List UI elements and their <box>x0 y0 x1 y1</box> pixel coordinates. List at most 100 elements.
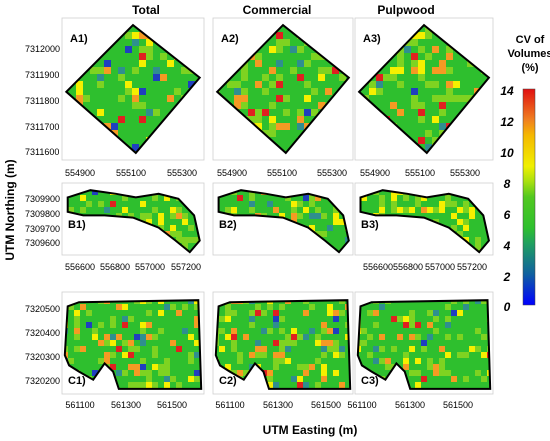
grid-cell <box>427 364 433 370</box>
grid-cell <box>463 352 469 358</box>
grid-cell <box>273 364 279 370</box>
grid-cell <box>432 137 439 144</box>
grid-cell <box>321 213 327 219</box>
grid-cell <box>283 39 290 46</box>
grid-cell <box>261 346 267 352</box>
grid-cell <box>262 88 269 95</box>
grid-cell <box>125 88 132 95</box>
grid-cell <box>285 358 291 364</box>
panel-label: B2) <box>219 219 237 231</box>
grid-cell <box>457 231 463 237</box>
grid-cell <box>132 39 139 46</box>
grid-cell <box>411 88 418 95</box>
grid-cell <box>376 74 383 81</box>
grid-cell <box>487 370 491 376</box>
grid-cell <box>433 364 439 370</box>
grid-cell <box>182 328 188 334</box>
grid-cell <box>74 328 80 334</box>
grid-cell <box>421 346 427 352</box>
grid-cell <box>446 46 453 53</box>
grid-cell <box>194 237 200 243</box>
grid-cell <box>303 300 309 304</box>
grid-cell <box>446 53 453 60</box>
grid-cell <box>311 88 318 95</box>
grid-cell <box>182 213 188 219</box>
grid-cell <box>439 109 446 116</box>
grid-cell <box>241 102 248 109</box>
grid-cell <box>481 376 487 382</box>
grid-cell <box>397 334 403 340</box>
colorbar-tick: 8 <box>504 177 511 191</box>
grid-cell <box>74 316 80 322</box>
grid-cell <box>104 60 111 67</box>
x-tick: 555300 <box>450 168 480 178</box>
grid-cell <box>146 39 153 46</box>
grid-cell <box>469 346 475 352</box>
grid-cell <box>397 316 403 322</box>
grid-cell <box>425 53 432 60</box>
grid-cell <box>403 364 409 370</box>
grid-cell <box>116 334 122 340</box>
grid-cell <box>379 201 385 207</box>
grid-cell <box>241 67 248 74</box>
grid-cell <box>122 195 128 201</box>
grid-cell <box>481 300 487 304</box>
grid-cell <box>104 334 110 340</box>
grid-cell <box>327 328 333 334</box>
grid-cell <box>439 358 445 364</box>
grid-cell <box>269 130 276 137</box>
grid-cell <box>255 81 262 88</box>
grid-cell <box>74 322 80 328</box>
grid-cell <box>446 88 453 95</box>
grid-cell <box>297 123 304 130</box>
grid-cell <box>152 346 158 352</box>
grid-cell <box>194 300 200 304</box>
grid-cell <box>231 334 237 340</box>
grid-cell <box>237 370 243 376</box>
grid-cell <box>164 376 170 382</box>
grid-cell <box>303 370 309 376</box>
grid-cell <box>453 95 460 102</box>
grid-cell <box>267 201 273 207</box>
grid-cell <box>421 340 427 346</box>
grid-cell <box>134 382 140 388</box>
grid-cell <box>132 32 139 39</box>
grid-cell <box>327 304 333 310</box>
x-tick: 555100 <box>116 168 146 178</box>
grid-cell <box>234 81 241 88</box>
grid-cell <box>140 358 146 364</box>
grid-cell <box>170 213 176 219</box>
grid-cell <box>146 370 152 376</box>
grid-cell <box>92 334 98 340</box>
grid-cell <box>68 304 74 310</box>
x-tick: 555100 <box>405 168 435 178</box>
colorbar-title-line-2: Volumes <box>507 48 550 60</box>
x-tick: 561300 <box>111 400 141 410</box>
grid-cell <box>122 322 128 328</box>
grid-cell <box>128 364 134 370</box>
grid-cell <box>445 316 451 322</box>
grid-cell <box>249 352 255 358</box>
grid-cell <box>315 340 321 346</box>
stand-boundary <box>217 189 350 254</box>
grid-cell <box>415 322 421 328</box>
grid-cell <box>333 207 339 213</box>
grid-cell <box>325 67 332 74</box>
grid-cell <box>110 364 116 370</box>
grid-cell <box>158 364 164 370</box>
grid-cell <box>453 81 460 88</box>
grid-cell <box>248 109 255 116</box>
grid-cell <box>176 231 182 237</box>
grid-cell <box>425 32 432 39</box>
grid-cell <box>249 195 255 201</box>
grid-cell <box>118 74 125 81</box>
grid-cell <box>279 358 285 364</box>
grid-cell <box>279 352 285 358</box>
grid-cell <box>164 358 170 364</box>
grid-cell <box>237 352 243 358</box>
grid-cell <box>339 300 345 304</box>
x-tick: 554900 <box>217 168 247 178</box>
grid-cell <box>146 109 153 116</box>
grid-cell <box>285 340 291 346</box>
map-panel: B1) <box>61 182 205 256</box>
